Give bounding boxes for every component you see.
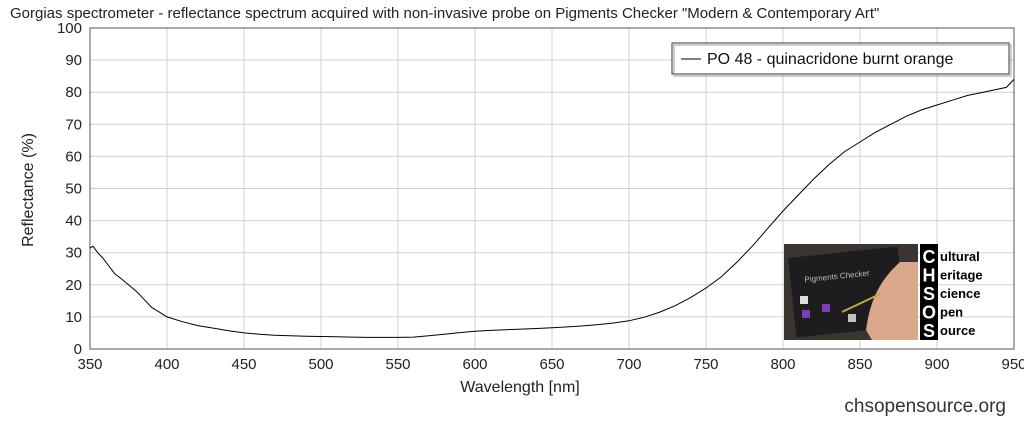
x-tick-label: 850 bbox=[847, 356, 872, 373]
plot-area bbox=[89, 27, 1015, 350]
y-tick-label: 90 bbox=[65, 52, 82, 69]
logo-letter: C bbox=[923, 247, 936, 267]
legend: PO 48 - quinacridone burnt orange bbox=[671, 42, 1012, 77]
y-tick-label: 70 bbox=[65, 116, 82, 133]
x-tick-label: 350 bbox=[77, 356, 102, 373]
x-tick-label: 400 bbox=[154, 356, 179, 373]
logo-word: ultural bbox=[940, 249, 980, 264]
y-tick-label: 60 bbox=[65, 148, 82, 165]
x-tick-label: 750 bbox=[693, 356, 718, 373]
logo-letter: S bbox=[923, 284, 935, 304]
site-url: chsopensource.org bbox=[844, 396, 1006, 417]
y-tick-label: 20 bbox=[65, 277, 82, 294]
x-tick-label: 900 bbox=[924, 356, 949, 373]
y-axis-label: Reflectance (%) bbox=[20, 133, 37, 247]
logo-word: eritage bbox=[940, 268, 983, 283]
logo-word: pen bbox=[940, 305, 963, 320]
y-tick-label: 100 bbox=[57, 20, 82, 37]
logo-word: cience bbox=[940, 286, 980, 301]
x-tick-label: 550 bbox=[385, 356, 410, 373]
x-axis-label: Wavelength [nm] bbox=[460, 379, 579, 396]
legend-entry: PO 48 - quinacridone burnt orange bbox=[707, 51, 953, 68]
x-tick-label: 600 bbox=[462, 356, 487, 373]
chart-title: Gorgias spectrometer - reflectance spect… bbox=[10, 5, 879, 22]
logo-letter: S bbox=[923, 321, 935, 341]
x-tick-label: 450 bbox=[231, 356, 256, 373]
logo-word: ource bbox=[940, 323, 975, 338]
y-tick-label: 40 bbox=[65, 213, 82, 230]
x-tick-label: 650 bbox=[539, 356, 564, 373]
y-tick-label: 0 bbox=[74, 341, 82, 358]
y-tick-label: 50 bbox=[65, 181, 82, 198]
logo-letter: H bbox=[923, 266, 936, 286]
y-tick-label: 10 bbox=[65, 309, 82, 326]
logo-letter-column bbox=[920, 244, 938, 340]
x-tick-label: 700 bbox=[616, 356, 641, 373]
x-tick-label: 800 bbox=[770, 356, 795, 373]
y-tick-label: 30 bbox=[65, 245, 82, 262]
x-tick-label: 500 bbox=[308, 356, 333, 373]
x-tick-label: 950 bbox=[1001, 356, 1024, 373]
y-axis-ticks: 0 10 20 30 40 50 60 70 80 90 100 bbox=[57, 20, 82, 358]
series-line-po48 bbox=[89, 79, 1015, 338]
x-axis-ticks: 350 400 450 500 550 600 650 700 750 800 850 900 950 bbox=[77, 356, 1024, 373]
y-tick-label: 80 bbox=[65, 84, 82, 101]
logo-letter: O bbox=[922, 303, 936, 323]
